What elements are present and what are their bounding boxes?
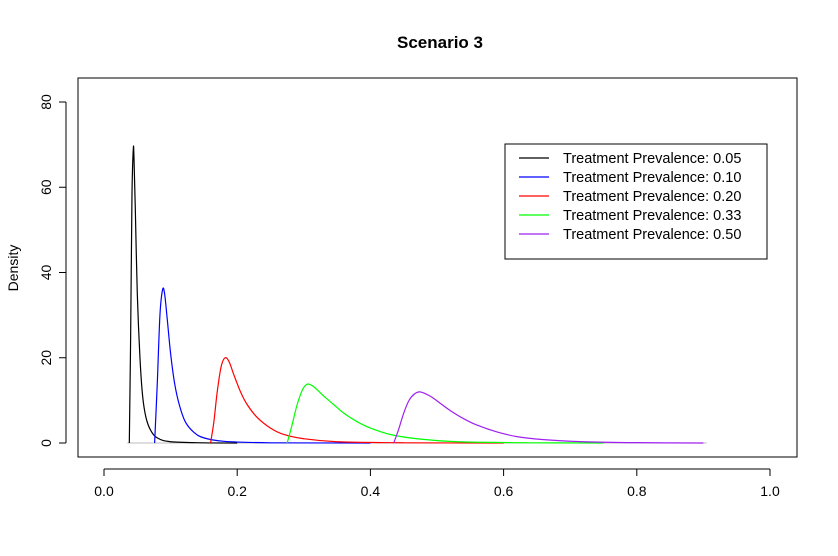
series-line-2 [154,287,371,444]
legend-label: Treatment Prevalence: 0.05 [563,151,741,167]
x-tick-label: 0.2 [227,483,247,499]
legend-label: Treatment Prevalence: 0.33 [563,208,741,224]
legend-box [504,143,768,260]
legend-label: Treatment Prevalence: 0.20 [563,189,741,205]
legend: Treatment Prevalence: 0.05 Treatment Prev… [504,143,768,260]
series-line-4 [286,383,604,444]
y-tick-label: 80 [38,94,54,110]
plot-frame [77,77,798,458]
x-tick-label: 0.6 [494,483,514,499]
y-tick-label: 0 [38,439,54,447]
series-line-5 [393,391,704,444]
series-line-1 [128,145,238,444]
x-tick-label: 0.8 [627,483,647,499]
x-tick-label: 0.0 [94,483,114,499]
series-layer [127,145,707,444]
y-axis: 0 20 40 60 80 [38,94,67,447]
legend-label: Treatment Prevalence: 0.10 [563,170,741,186]
series-line-3 [209,357,504,444]
y-tick-label: 60 [38,179,54,195]
y-tick-label: 20 [38,350,54,366]
x-tick-label: 0.4 [361,483,381,499]
legend-label: Treatment Prevalence: 0.50 [563,227,741,243]
y-tick-label: 40 [38,265,54,281]
chart-title: Scenario 3 [397,33,483,52]
x-axis: 0.0 0.2 0.4 0.6 0.8 1.0 [94,468,780,499]
x-tick-label: 1.0 [760,483,780,499]
y-axis-label: Density [5,245,21,292]
